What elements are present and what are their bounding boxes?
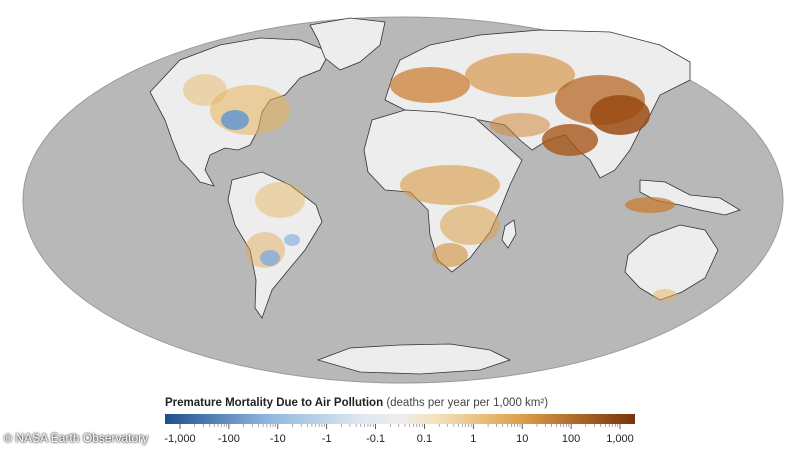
credit: © NASA Earth Observatory (4, 431, 148, 445)
scale-tick-label: 10 (516, 433, 528, 445)
tick-group: -1,000 -100 -10 -1 -0.1 0.1 1 10 100 1,000 (164, 424, 634, 445)
antarctica (316, 343, 512, 375)
scale-tick-label: 100 (562, 433, 580, 445)
scale-tick-label: -100 (218, 433, 240, 445)
greenland (309, 17, 386, 71)
scale-tick-label: -1,000 (164, 433, 195, 445)
scale-tick-label: -10 (270, 433, 286, 445)
scale-tick-label: 1,000 (606, 433, 634, 445)
australia (624, 224, 719, 301)
scale-tick-label: 1 (470, 433, 476, 445)
legend-units: (deaths per year per 1,000 km²) (386, 397, 549, 409)
copyright-icon: © (4, 433, 13, 445)
scale-tick-label: -1 (322, 433, 332, 445)
pollution-overlay (183, 53, 677, 301)
legend-title-block: Premature Mortality Due to Air Pollution… (165, 397, 645, 409)
world-map (22, 16, 784, 384)
credit-text: NASA Earth Observatory (15, 431, 149, 445)
scale-tick-label: 0.1 (417, 433, 432, 445)
reduction-overlay (221, 110, 300, 266)
scale-tick-label: -0.1 (366, 433, 385, 445)
legend-title: Premature Mortality Due to Air Pollution (165, 397, 384, 409)
madagascar (501, 219, 517, 249)
south-america (227, 171, 323, 319)
color-scale-bar (165, 414, 635, 424)
color-scale: -1,000 -100 -10 -1 -0.1 0.1 1 10 100 1,000 (164, 414, 635, 445)
